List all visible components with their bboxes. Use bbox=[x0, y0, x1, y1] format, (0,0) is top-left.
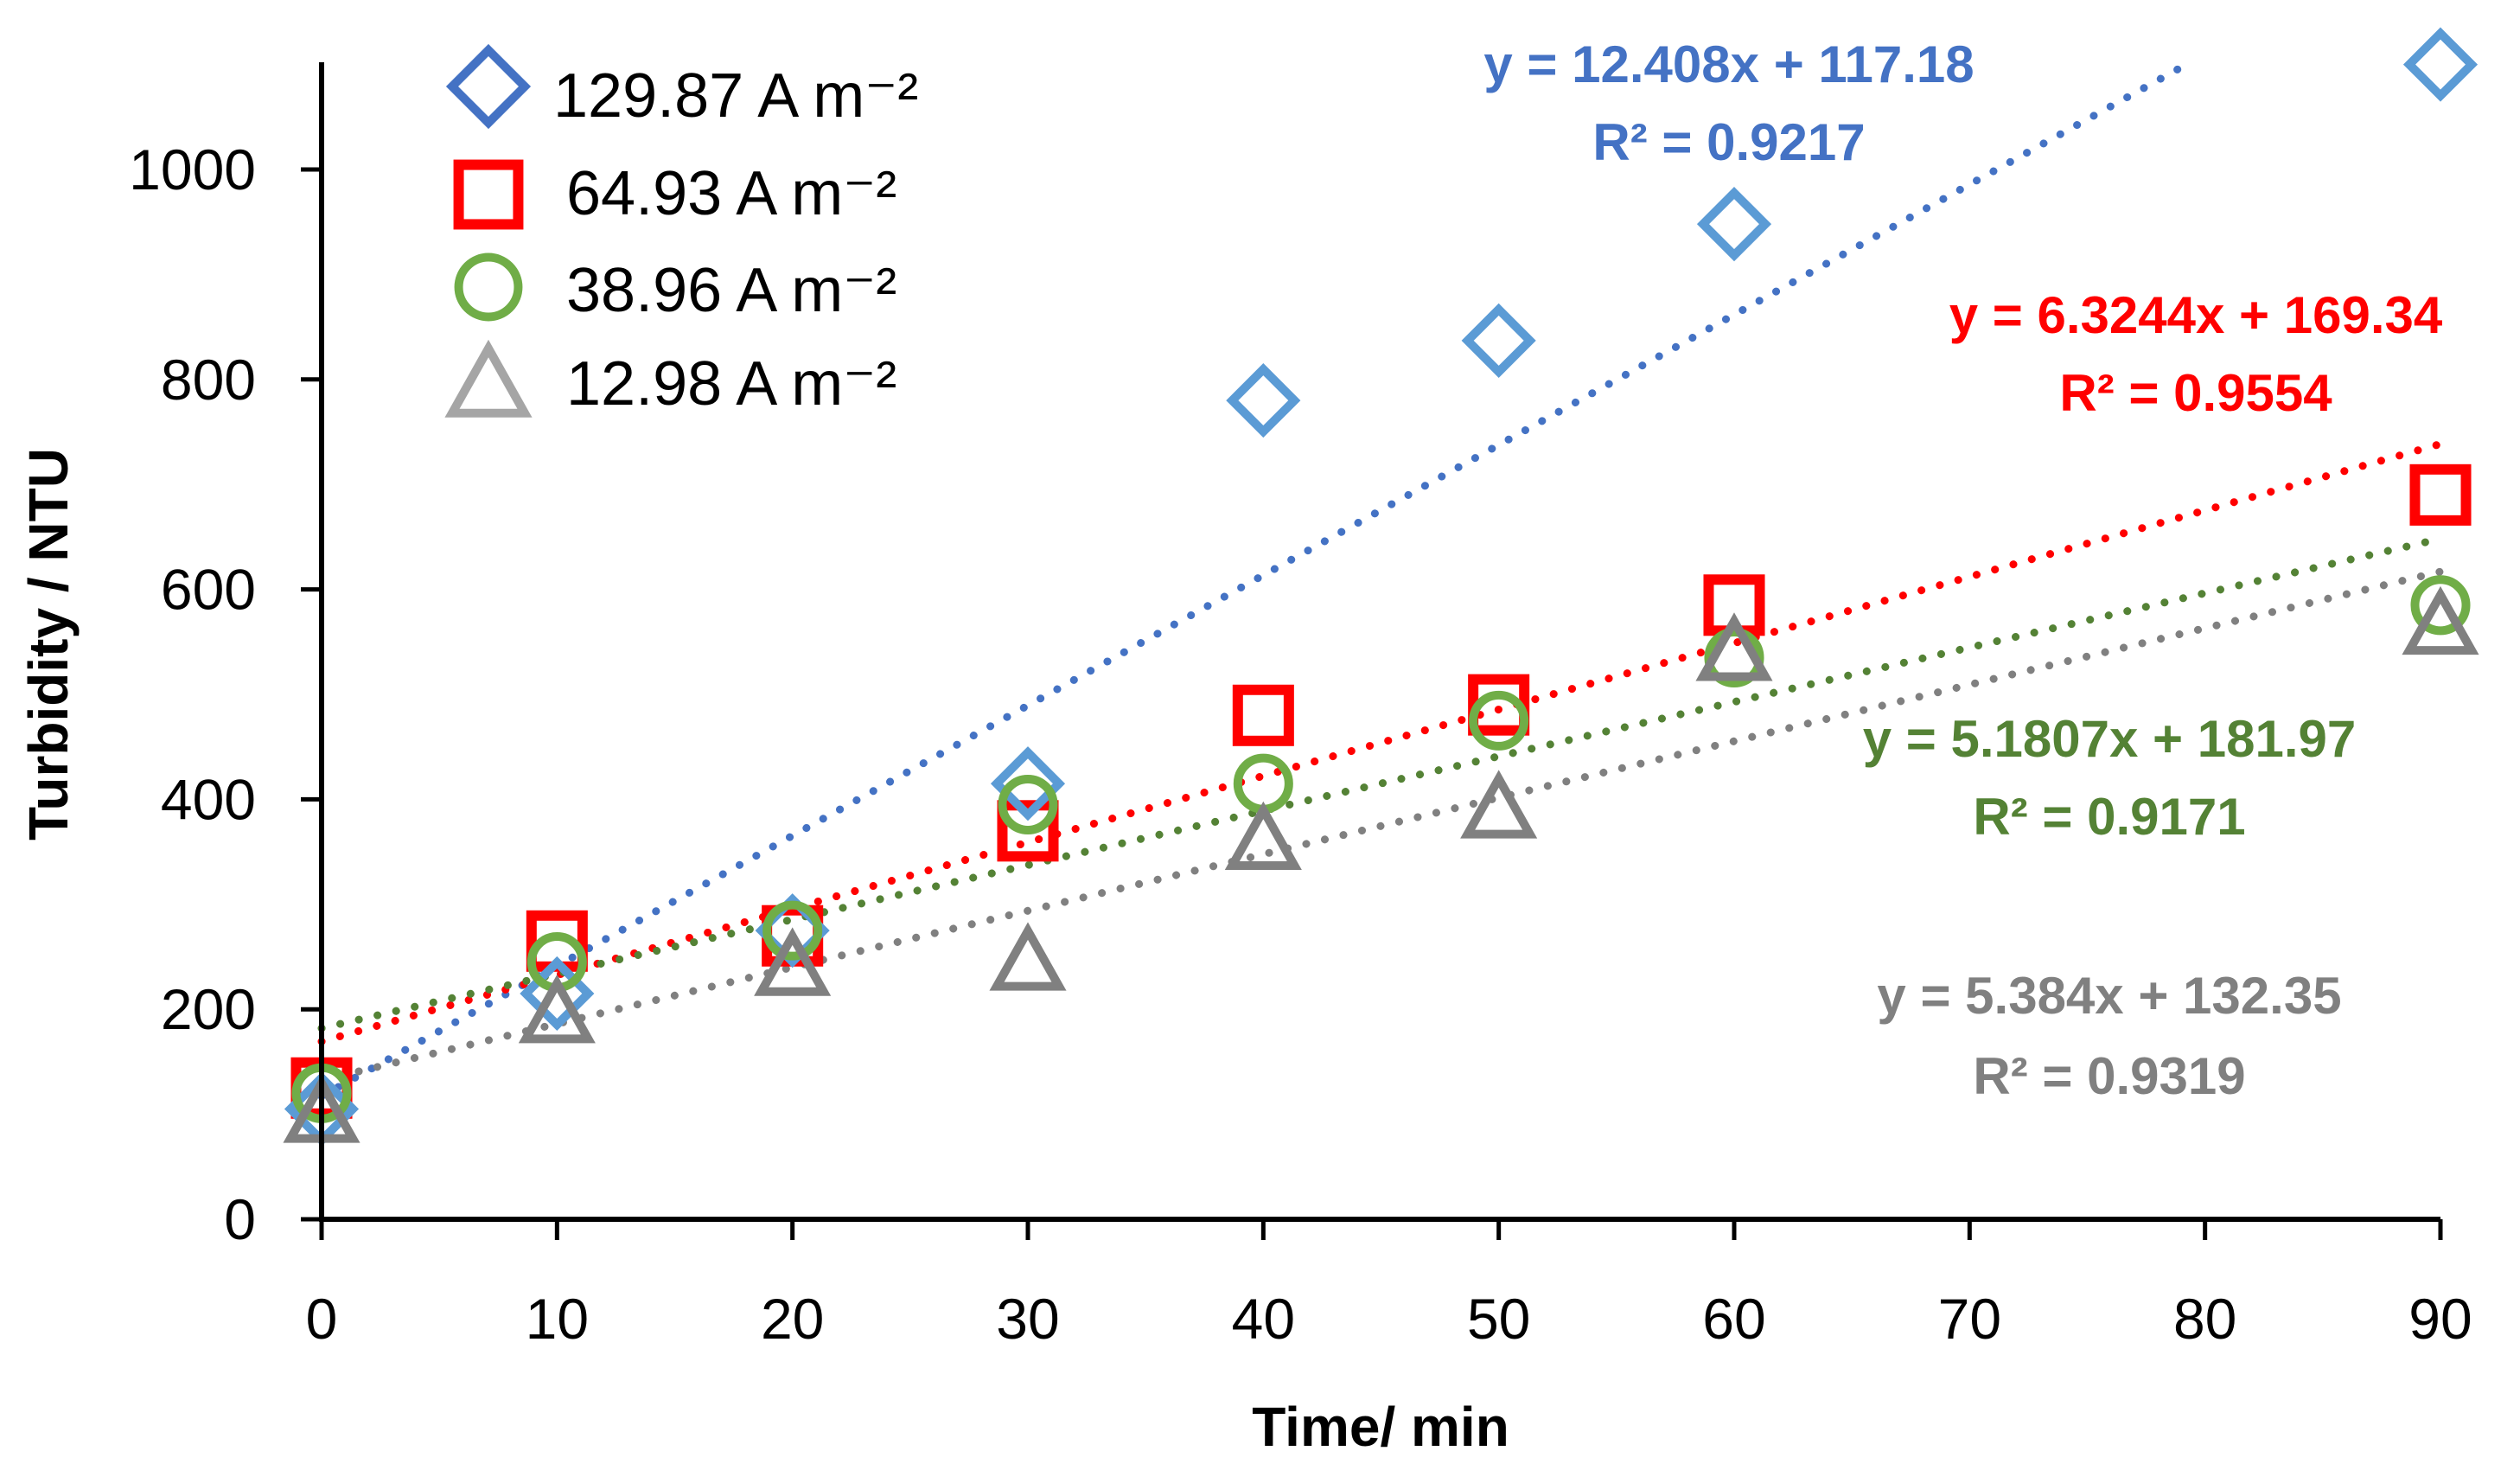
equation-label: y = 12.408x + 117.18 bbox=[1483, 35, 1974, 93]
data-point-square bbox=[997, 800, 1059, 862]
data-point-triangle bbox=[2402, 585, 2479, 655]
trendline bbox=[317, 439, 2445, 1045]
x-tick-label: 50 bbox=[1467, 1287, 1530, 1351]
data-point-circle bbox=[2410, 575, 2471, 636]
data-point-diamond bbox=[2402, 27, 2479, 102]
data-point-circle bbox=[998, 774, 1058, 834]
x-tick-label: 80 bbox=[2173, 1287, 2236, 1351]
legend-label: 38.96 A m⁻² bbox=[566, 256, 896, 325]
axes bbox=[319, 62, 2440, 1222]
legend-marker-diamond bbox=[445, 43, 532, 130]
y-tick-label: 1000 bbox=[129, 137, 256, 201]
trendline-equations: y = 12.408x + 117.18 R² = 0.9217 y = 6.324… bbox=[1483, 35, 2443, 1105]
trendline-group bbox=[317, 534, 2445, 1032]
legend-label: 129.87 A m⁻² bbox=[553, 61, 918, 131]
legend-item: 38.96 A m⁻² bbox=[454, 252, 896, 325]
r-squared-label: R² = 0.9171 bbox=[1973, 788, 2245, 846]
y-axis-title: Turbidity / NTU bbox=[17, 448, 80, 841]
x-axis-title: Time/ min bbox=[1252, 1396, 1509, 1458]
x-tick-label: 40 bbox=[1232, 1287, 1295, 1351]
data-point-square bbox=[1232, 684, 1294, 746]
x-tick-label: 10 bbox=[526, 1287, 589, 1351]
trendline bbox=[317, 534, 2445, 1032]
trendline-group bbox=[317, 58, 2195, 1101]
r-squared-label: R² = 0.9217 bbox=[1592, 113, 1865, 171]
legend-item: 64.93 A m⁻² bbox=[453, 159, 896, 230]
legend-marker-circle bbox=[454, 252, 523, 322]
data-point-square bbox=[2409, 463, 2472, 526]
r-squared-label: R² = 0.9319 bbox=[1973, 1047, 2245, 1105]
legend: 129.87 A m⁻² 64.93 A m⁻² 38.96 A m⁻² 12.98 … bbox=[444, 43, 918, 419]
legend-label: 64.93 A m⁻² bbox=[566, 159, 896, 228]
x-tick-label: 30 bbox=[996, 1287, 1059, 1351]
equation-label: y = 5.384x + 132.35 bbox=[1877, 967, 2341, 1025]
trendline-equation: y = 5.384x + 132.35 R² = 0.9319 bbox=[1877, 967, 2341, 1105]
data-point-triangle bbox=[1224, 801, 1302, 871]
data-point-circle bbox=[762, 900, 823, 961]
trendline-equation: y = 6.3244x + 169.34 R² = 0.9554 bbox=[1949, 286, 2443, 422]
data-point-diamond bbox=[1226, 363, 1301, 438]
data-point-triangle bbox=[518, 975, 596, 1044]
trendline-equation: y = 5.1807x + 181.97 R² = 0.9171 bbox=[1863, 710, 2357, 846]
data-point-triangle bbox=[989, 922, 1067, 991]
data-point-diamond bbox=[1461, 303, 1536, 378]
legend-item: 12.98 A m⁻² bbox=[444, 339, 896, 419]
data-point-circle bbox=[1469, 690, 1529, 751]
legend-item: 129.87 A m⁻² bbox=[445, 43, 918, 131]
trendline bbox=[317, 58, 2195, 1101]
x-tick-label: 70 bbox=[1938, 1287, 2001, 1351]
legend-marker-square bbox=[453, 159, 524, 230]
y-tick-label: 800 bbox=[161, 348, 256, 412]
y-tick-label: 400 bbox=[161, 767, 256, 831]
legend-marker-triangle bbox=[444, 339, 533, 418]
axis-ticks: 0 10 20 30 40 50 60 70 80 90 0 200 400 600 800 1000 bbox=[129, 137, 2472, 1351]
equation-label: y = 5.1807x + 181.97 bbox=[1863, 710, 2357, 768]
legend-label: 12.98 A m⁻² bbox=[566, 349, 896, 419]
series-markers bbox=[291, 575, 2471, 1123]
data-point-triangle bbox=[754, 927, 832, 996]
data-point-circle bbox=[1704, 627, 1764, 688]
equation-label: y = 6.3244x + 169.34 bbox=[1949, 286, 2443, 344]
trendline-group bbox=[317, 567, 2445, 1084]
x-tick-label: 0 bbox=[306, 1287, 338, 1351]
x-tick-label: 90 bbox=[2408, 1287, 2472, 1351]
x-tick-label: 20 bbox=[761, 1287, 824, 1351]
y-tick-label: 200 bbox=[161, 977, 256, 1041]
data-point-triangle bbox=[1695, 612, 1773, 681]
data-point-diamond bbox=[1696, 187, 1772, 262]
data-point-triangle bbox=[1460, 770, 1538, 839]
data-point-diamond bbox=[990, 746, 1066, 821]
y-tick-label: 0 bbox=[224, 1187, 256, 1251]
series-markers bbox=[283, 585, 2479, 1143]
trendline-group bbox=[317, 439, 2445, 1045]
trendline bbox=[317, 567, 2445, 1084]
x-tick-label: 60 bbox=[1702, 1287, 1765, 1351]
y-tick-label: 600 bbox=[161, 558, 256, 622]
trendlines bbox=[317, 58, 2445, 1101]
data-point-square bbox=[1468, 674, 1530, 736]
r-squared-label: R² = 0.9554 bbox=[2059, 364, 2332, 422]
trendline-equation: y = 12.408x + 117.18 R² = 0.9217 bbox=[1483, 35, 1974, 171]
